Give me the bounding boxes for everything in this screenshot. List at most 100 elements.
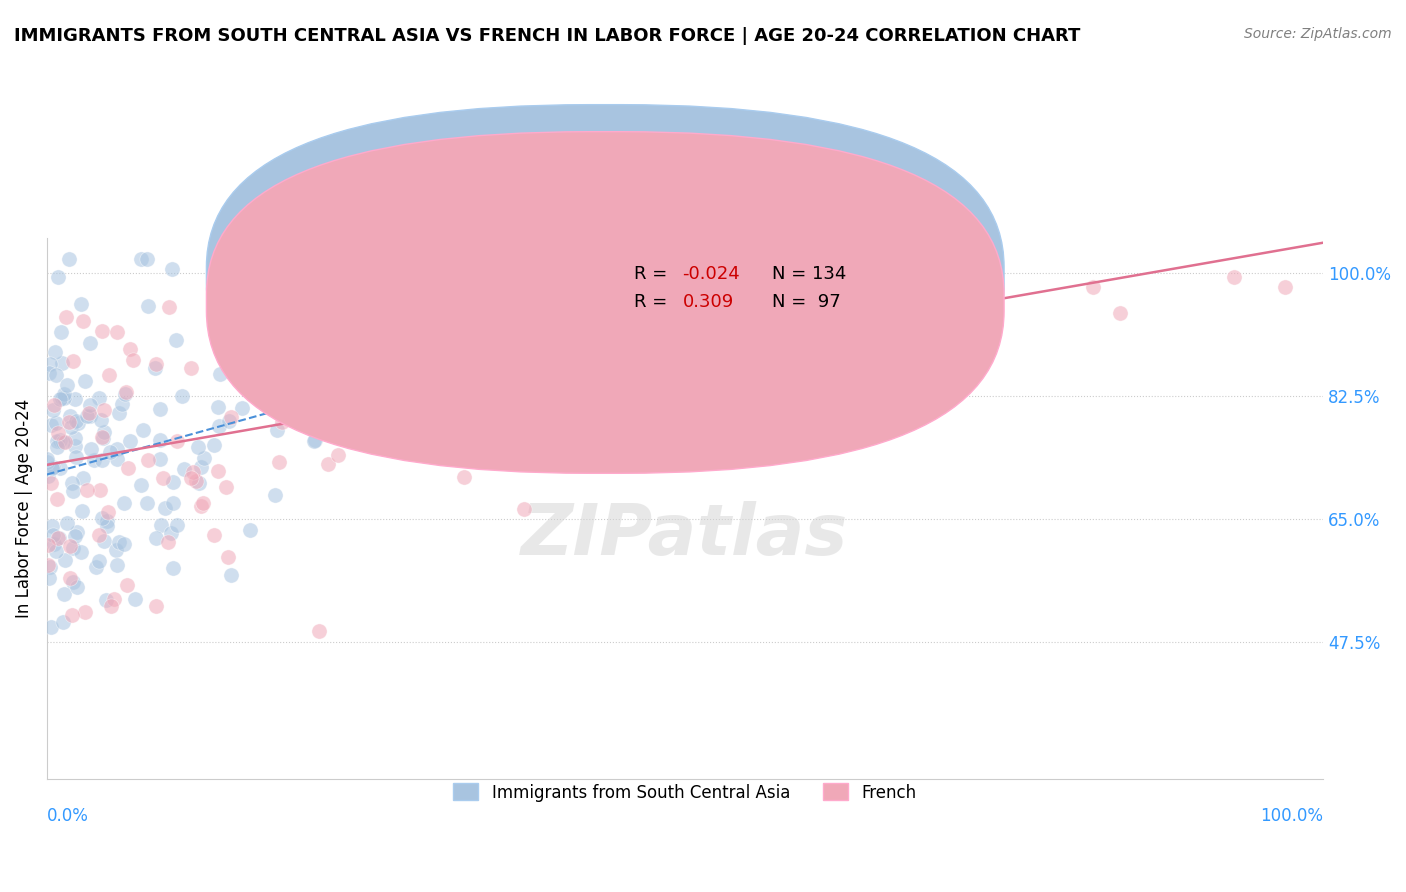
Point [79,409,101,424]
Point [316,457,339,471]
Point [51,435,73,450]
Point [66,524,89,539]
Point [271,359,294,373]
Point [294,388,316,402]
Text: 100.0%: 100.0% [1260,806,1323,825]
Point [84,560,107,574]
Point [193,496,215,510]
Point [41,519,63,533]
Point [112,496,135,510]
Point [187,440,209,454]
Point [202,528,225,542]
Point [65,529,87,543]
Point [66,416,89,430]
Point [70,545,93,559]
Point [52,386,75,401]
Point [77,406,100,420]
Point [44,398,66,412]
Point [180,361,202,376]
Point [59,539,82,553]
Point [450,369,472,384]
Point [45,368,67,382]
Point [131,423,153,437]
Point [97,505,120,519]
Text: Source: ZipAtlas.com: Source: ZipAtlas.com [1244,27,1392,41]
Text: R =: R = [634,266,673,284]
Point [37,469,59,483]
Point [65,414,87,428]
Point [45,491,67,506]
Point [37,558,59,572]
Point [266,423,288,437]
Point [96,514,118,528]
Point [828,416,851,430]
Point [37,451,59,466]
Point [42,403,65,417]
Point [73,374,96,388]
Point [69,297,91,311]
Point [160,525,183,540]
Point [897,252,920,267]
FancyBboxPatch shape [207,104,1004,446]
Point [52,615,75,629]
Point [66,580,89,594]
Point [37,537,59,551]
Point [457,287,479,301]
Point [48,270,70,285]
Text: IMMIGRANTS FROM SOUTH CENTRAL ASIA VS FRENCH IN LABOR FORCE | AGE 20-24 CORRELAT: IMMIGRANTS FROM SOUTH CENTRAL ASIA VS FR… [14,27,1080,45]
Point [70,504,93,518]
Point [42,460,65,475]
Point [162,475,184,489]
Point [152,471,174,485]
Point [112,536,135,550]
Point [207,314,229,328]
Point [53,553,76,567]
Point [96,592,118,607]
Point [643,451,665,466]
Point [219,334,242,349]
Text: -0.024: -0.024 [682,266,740,284]
Point [380,280,402,294]
Point [1274,280,1296,294]
Point [433,372,456,386]
Point [83,453,105,467]
Point [193,450,215,465]
Point [1108,306,1130,320]
Point [173,462,195,476]
Point [49,460,72,475]
Text: 0.309: 0.309 [682,293,734,311]
Point [367,432,389,446]
Point [52,587,75,601]
Text: R =: R = [634,293,673,311]
Point [304,434,326,448]
Point [239,523,262,537]
Point [292,311,315,326]
Point [37,455,59,469]
Point [254,307,277,321]
Point [105,442,128,456]
Point [305,389,328,403]
Point [48,531,70,545]
Point [215,480,238,494]
Point [79,398,101,412]
Point [80,442,103,456]
Point [190,500,212,514]
Point [45,416,67,430]
Point [38,571,60,585]
Point [91,452,114,467]
Point [90,511,112,525]
Point [104,543,127,558]
Point [55,378,77,392]
Point [51,325,73,339]
Point [38,559,60,574]
Point [117,461,139,475]
Point [96,519,118,533]
Point [49,434,72,448]
Point [60,607,83,622]
Point [145,357,167,371]
Point [51,356,73,370]
Point [419,273,441,287]
Point [1223,269,1246,284]
Point [329,294,352,309]
Text: N =  97: N = 97 [772,293,841,311]
